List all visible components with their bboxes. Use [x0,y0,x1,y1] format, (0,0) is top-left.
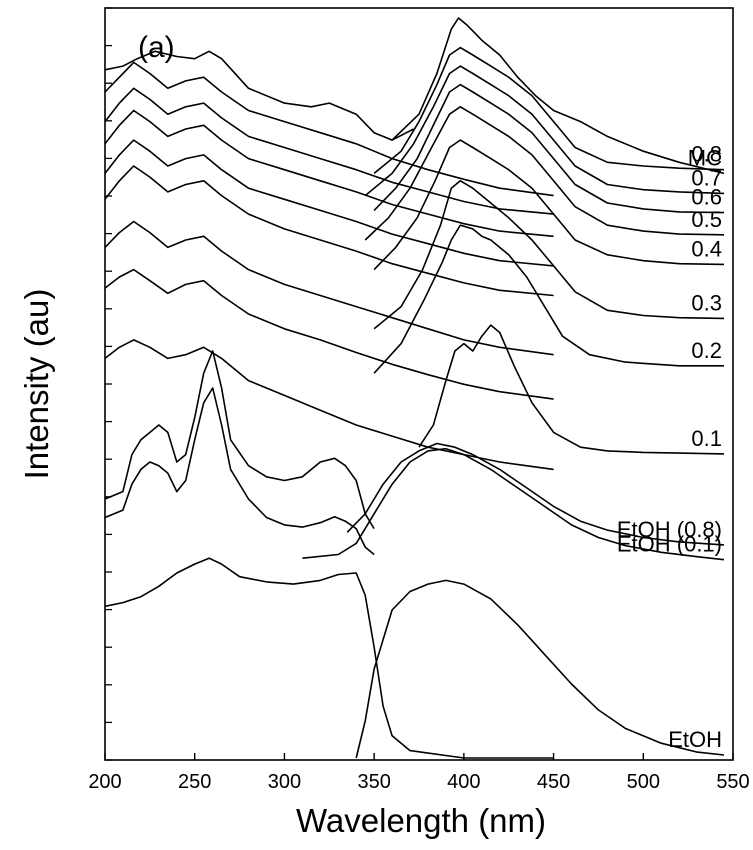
x-tick-label-450: 450 [537,771,570,793]
x-axis-title: Wavelength (nm) [296,802,546,839]
series-label-etoh: EtOH [668,727,722,752]
series-label-0-8: 0.8 [691,142,722,167]
curve-emission-etoh-0-8 [346,442,725,546]
series-label-mc: MC [688,145,722,170]
series-label-0-5: 0.5 [691,207,722,232]
series-label-0-4: 0.4 [691,236,722,261]
curve-emission-etoh-0-1 [302,447,725,561]
series-label-etoh-0-1: EtOH (0.1) [617,532,722,557]
x-tick-label-550: 550 [716,771,749,793]
curve-emission-0-6 [373,83,725,214]
x-tick-label-500: 500 [627,771,660,793]
curve-absorption-etoh-0-8 [104,350,375,530]
curve-emission-mc [391,17,725,175]
series-label-0-7: 0.7 [691,165,722,190]
curve-absorption-0-8 [104,61,554,197]
curve-emission-0-7 [364,65,725,197]
series-label-0-3: 0.3 [691,290,722,315]
series-label-0-6: 0.6 [691,185,722,210]
series-curves [104,17,725,759]
curve-absorption-0-5 [104,139,554,267]
curve-absorption-0-3 [104,220,554,356]
curve-absorption-etoh [104,557,554,759]
curve-absorption-mc [104,50,414,141]
curve-absorption-0-4 [104,165,554,297]
x-axis-ticks [104,753,734,760]
panel-label: (a) [138,31,175,64]
x-tick-label-300: 300 [268,771,301,793]
curve-emission-0-8 [373,46,725,175]
curve-emission-0-2 [373,224,724,374]
x-tick-label-350: 350 [357,771,390,793]
curve-absorption-0-2 [104,268,554,400]
curve-emission-0-4 [373,139,725,271]
curve-emission-0-1 [418,324,725,455]
curve-absorption-0-6 [104,109,554,238]
x-tick-label-400: 400 [447,771,480,793]
curve-absorption-etoh-0-1 [104,387,375,556]
curve-emission-etoh [355,579,725,759]
curve-absorption-0-7 [104,87,554,215]
x-tick-label-200: 200 [88,771,121,793]
x-tick-label-250: 250 [178,771,211,793]
curve-emission-0-3 [373,180,725,330]
series-label-0-2: 0.2 [691,338,722,363]
series-label-etoh-0-8: EtOH (0.8) [617,517,722,542]
y-axis-title: Intensity (au) [18,289,55,480]
curve-emission-0-5 [364,106,725,241]
series-label-0-1: 0.1 [691,426,722,451]
x-axis-tick-labels: 200 250 300 350 400 450 500 550 [88,771,749,793]
